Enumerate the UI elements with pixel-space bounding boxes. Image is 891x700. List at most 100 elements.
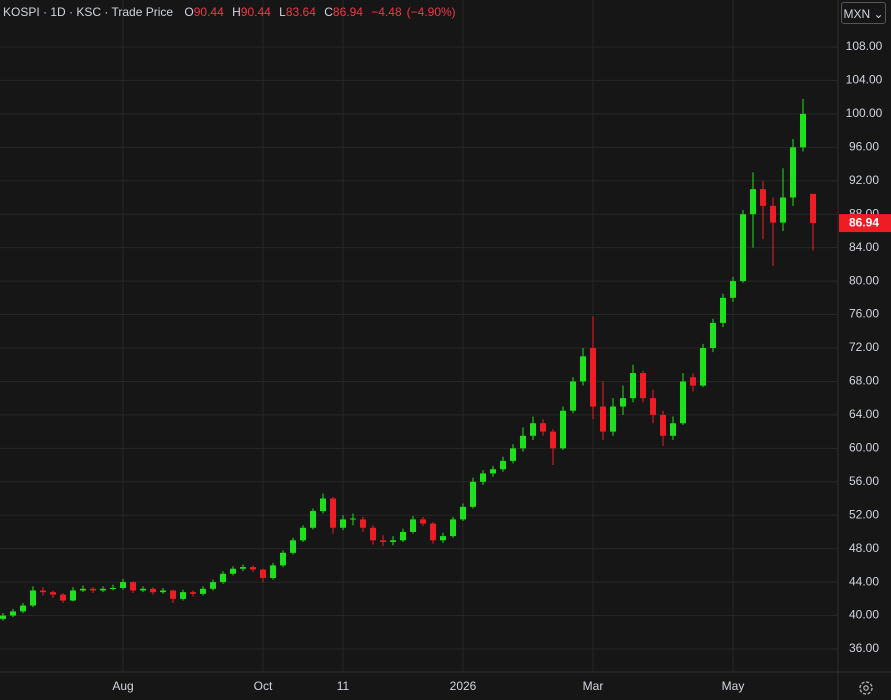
- candle-body: [770, 205, 776, 223]
- y-tick-label: 92.00: [849, 173, 879, 187]
- candle-body: [230, 568, 236, 574]
- candle-body: [150, 588, 156, 593]
- x-tick-label: Mar: [583, 679, 604, 693]
- candle-body: [350, 518, 356, 520]
- candle-body: [630, 373, 636, 399]
- y-tick-label: 56.00: [849, 474, 879, 488]
- candle-body: [210, 582, 216, 589]
- candle-body: [620, 398, 626, 407]
- candle-body: [90, 588, 96, 591]
- x-tick-label: May: [722, 679, 745, 693]
- candle-body: [430, 523, 436, 541]
- candle-body: [720, 297, 726, 323]
- candle-body: [690, 377, 696, 386]
- candle-body: [710, 322, 716, 348]
- candle-body: [0, 615, 6, 619]
- candle-body: [340, 519, 346, 528]
- low-key: L: [279, 5, 286, 19]
- candle-body: [780, 197, 786, 223]
- y-tick-label: 64.00: [849, 407, 879, 421]
- currency-button[interactable]: MXN ⌄: [841, 2, 886, 24]
- candle-body: [640, 373, 646, 399]
- candle-body: [220, 573, 226, 583]
- x-tick-label: Oct: [254, 679, 273, 693]
- candle-body: [270, 565, 276, 578]
- y-tick-label: 48.00: [849, 541, 879, 555]
- candle-body: [570, 381, 576, 411]
- candle-body: [320, 498, 326, 512]
- candle-body: [240, 567, 246, 569]
- y-tick-label: 80.00: [849, 273, 879, 287]
- candle-body: [190, 592, 196, 594]
- currency-label: MXN: [843, 7, 871, 21]
- candle-body: [280, 552, 286, 566]
- candle-body: [800, 113, 806, 148]
- settings-icon[interactable]: [859, 681, 873, 695]
- candle-body: [440, 536, 446, 541]
- gear-outer: [859, 681, 873, 695]
- last-price-badge: [839, 214, 891, 233]
- y-tick-label: 104.00: [846, 73, 883, 87]
- legend-header: KOSPI · 1D · KSC · Trade Price O90.44 H9…: [3, 5, 461, 19]
- candle-body: [80, 588, 86, 591]
- candle-body: [420, 519, 426, 524]
- candle-body: [170, 590, 176, 599]
- candle-body: [660, 414, 666, 436]
- candle-body: [530, 423, 536, 436]
- candle-body: [60, 594, 66, 601]
- candle-body: [360, 519, 366, 528]
- candle-body: [750, 189, 756, 215]
- candle-body: [30, 590, 36, 606]
- symbol: KOSPI · 1D · KSC · Trade Price: [3, 5, 174, 19]
- last-price-label: 86.94: [849, 215, 879, 229]
- candle-body: [480, 473, 486, 482]
- candle-body: [10, 611, 16, 616]
- candle-body: [380, 540, 386, 542]
- x-tick-label: 11: [337, 679, 350, 693]
- candle-body: [560, 410, 566, 449]
- gear-inner: [863, 685, 869, 691]
- candle-body: [400, 531, 406, 541]
- candle-body: [120, 582, 126, 588]
- candle-body: [500, 460, 506, 470]
- candle-body: [810, 193, 816, 224]
- x-tick-label: 2026: [450, 679, 477, 693]
- candle-body: [580, 356, 586, 382]
- candle-body: [760, 189, 766, 206]
- candle-body: [670, 423, 676, 436]
- candle-body: [310, 511, 316, 528]
- candle-body: [490, 469, 496, 474]
- high-value: 90.44: [240, 5, 271, 19]
- candle-body: [160, 590, 166, 593]
- x-tick-label: Aug: [112, 679, 133, 693]
- candle-body: [100, 588, 106, 591]
- candle-body: [300, 527, 306, 541]
- y-tick-label: 108.00: [846, 39, 883, 53]
- candle-body: [40, 590, 46, 593]
- candle-body: [740, 214, 746, 282]
- candle-body: [610, 406, 616, 432]
- change-value: −4.48: [371, 5, 402, 19]
- candle-body: [290, 540, 296, 553]
- candle-body: [550, 431, 556, 449]
- candle-body: [370, 527, 376, 541]
- close-key: C: [324, 5, 333, 19]
- open-key: O: [184, 5, 194, 19]
- low-value: 83.64: [285, 5, 316, 19]
- candle-body: [110, 587, 116, 589]
- candle-body: [330, 498, 336, 528]
- candle-body: [130, 582, 136, 591]
- candle-body: [470, 481, 476, 507]
- candle-body: [200, 588, 206, 594]
- candle-body: [540, 423, 546, 432]
- candle-body: [250, 567, 256, 570]
- y-tick-label: 52.00: [849, 507, 879, 521]
- y-tick-label: 40.00: [849, 608, 879, 622]
- candle-body: [510, 448, 516, 461]
- candle-body: [680, 381, 686, 424]
- close-value: 86.94: [332, 5, 363, 19]
- candle-body: [390, 540, 396, 542]
- candle-body: [600, 406, 606, 432]
